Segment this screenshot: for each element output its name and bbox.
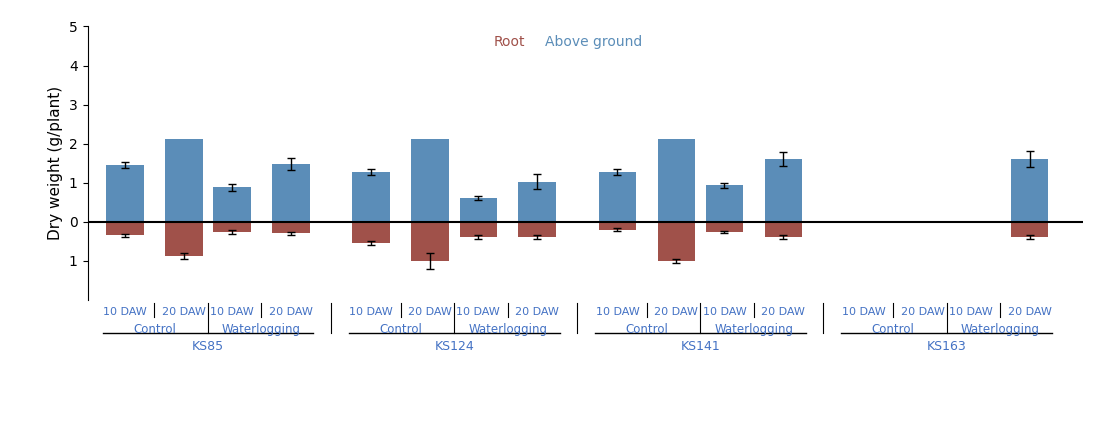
Text: 10 DAW: 10 DAW	[456, 307, 500, 317]
Text: 20 DAW: 20 DAW	[761, 307, 805, 317]
Text: 20 DAW: 20 DAW	[900, 307, 944, 317]
Text: Root: Root	[494, 35, 525, 49]
Bar	[213, 187, 251, 222]
Bar	[598, 172, 636, 222]
Text: 20 DAW: 20 DAW	[269, 307, 313, 317]
Text: KS124: KS124	[434, 340, 474, 353]
Text: Control: Control	[872, 322, 915, 336]
Bar	[657, 222, 695, 261]
Text: Waterlogging: Waterlogging	[222, 322, 301, 336]
Text: 10 DAW: 10 DAW	[349, 307, 393, 317]
Bar	[106, 165, 143, 222]
Bar	[411, 222, 449, 261]
Text: Above ground: Above ground	[546, 35, 642, 49]
Bar	[352, 172, 389, 222]
Bar	[459, 222, 497, 237]
Text: Control: Control	[133, 322, 176, 336]
Bar	[519, 222, 556, 237]
Bar	[352, 222, 389, 243]
Bar	[411, 138, 449, 222]
Text: Waterlogging: Waterlogging	[714, 322, 793, 336]
Text: 20 DAW: 20 DAW	[408, 307, 452, 317]
Text: 20 DAW: 20 DAW	[515, 307, 559, 317]
Text: Control: Control	[380, 322, 422, 336]
Text: Waterlogging: Waterlogging	[468, 322, 547, 336]
Bar	[706, 185, 743, 222]
Bar	[106, 222, 143, 235]
Bar	[213, 222, 251, 232]
Text: KS85: KS85	[191, 340, 224, 353]
Text: 10 DAW: 10 DAW	[210, 307, 254, 317]
Text: 10 DAW: 10 DAW	[702, 307, 746, 317]
Bar	[519, 182, 556, 222]
Bar	[765, 222, 802, 237]
Bar	[272, 164, 310, 222]
Bar	[1011, 222, 1048, 237]
Text: 10 DAW: 10 DAW	[841, 307, 885, 317]
Bar	[1011, 159, 1048, 222]
Bar	[706, 222, 743, 232]
Bar	[657, 138, 695, 222]
Bar	[272, 222, 310, 233]
Text: Waterlogging: Waterlogging	[961, 322, 1039, 336]
Y-axis label: Dry weight (g/plant): Dry weight (g/plant)	[48, 86, 63, 240]
Text: 10 DAW: 10 DAW	[103, 307, 147, 317]
Bar	[165, 138, 202, 222]
Bar	[765, 159, 802, 222]
Text: 20 DAW: 20 DAW	[1008, 307, 1051, 317]
Text: KS163: KS163	[927, 340, 966, 353]
Text: 10 DAW: 10 DAW	[948, 307, 992, 317]
Text: 10 DAW: 10 DAW	[595, 307, 639, 317]
Text: Control: Control	[626, 322, 668, 336]
Text: 20 DAW: 20 DAW	[654, 307, 698, 317]
Bar	[598, 222, 636, 230]
Text: 20 DAW: 20 DAW	[162, 307, 206, 317]
Text: KS141: KS141	[680, 340, 720, 353]
Bar	[459, 198, 497, 222]
Bar	[165, 222, 202, 256]
